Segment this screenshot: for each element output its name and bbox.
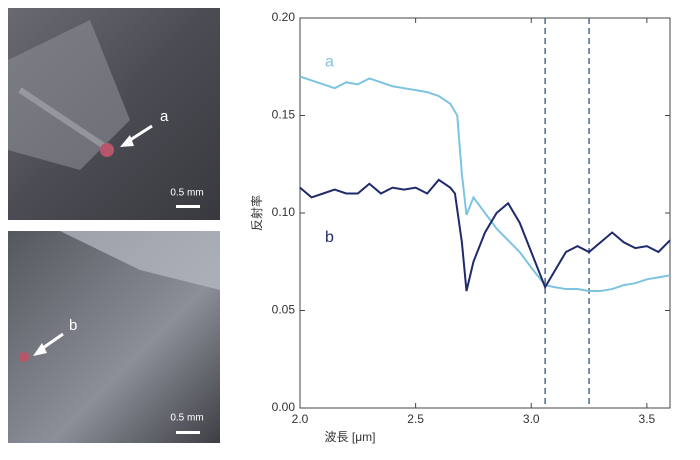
x-tick-label: 2.0 [292, 412, 309, 426]
y-tick-label: 0.00 [272, 400, 296, 414]
photo-label: b [69, 317, 77, 334]
scale-text: 0.5 mm [170, 188, 203, 199]
y-tick-label: 0.20 [272, 10, 296, 24]
series-line [299, 178, 671, 292]
series-label: a [325, 54, 334, 71]
y-tick-label: 0.15 [272, 108, 296, 122]
photo-b: b 0.5 mm [8, 231, 220, 443]
series-label: b [325, 229, 334, 246]
y-tick-label: 0.10 [272, 205, 296, 219]
scale-text: 0.5 mm [170, 413, 203, 424]
series-line [299, 75, 671, 292]
y-axis-label: 反射率 [249, 195, 264, 231]
x-tick-label: 3.5 [639, 412, 656, 426]
y-tick-label: 0.05 [272, 303, 296, 317]
x-tick-label: 2.5 [407, 412, 424, 426]
x-tick-label: 3.0 [523, 412, 540, 426]
photo-label: a [160, 108, 169, 125]
photo-a: a 0.5 mm [8, 8, 220, 220]
x-axis-label: 波長 [μm] [325, 430, 376, 444]
